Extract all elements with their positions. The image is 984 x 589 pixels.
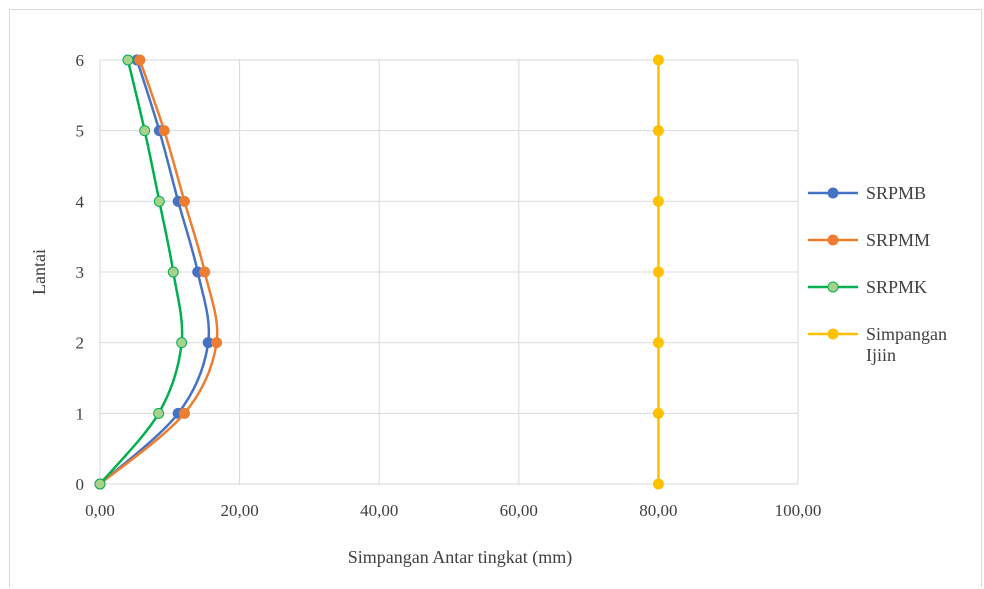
x-tick-label: 80,00 xyxy=(639,501,677,520)
legend-marker xyxy=(827,328,839,340)
data-point xyxy=(211,337,223,349)
data-point xyxy=(652,478,664,490)
data-point xyxy=(178,195,190,207)
data-point xyxy=(652,125,664,137)
legend: SRPMB SRPMM SRPMK Simpangan Ijiin xyxy=(808,183,947,365)
series-lines xyxy=(94,54,664,490)
data-point xyxy=(94,478,106,490)
y-tick-label: 2 xyxy=(76,334,85,353)
y-tick-label: 3 xyxy=(76,263,85,282)
series-srpmk xyxy=(94,54,188,490)
legend-entry-srpmb: SRPMB xyxy=(808,183,926,203)
legend-label: Simpangan Ijiin xyxy=(866,324,947,365)
data-point xyxy=(122,54,134,66)
legend-label-line: Simpangan xyxy=(866,324,947,344)
data-point xyxy=(652,337,664,349)
y-axis-title: Lantai xyxy=(29,249,49,295)
x-tick-label: 60,00 xyxy=(500,501,538,520)
legend-marker xyxy=(827,234,839,246)
legend-label: SRPMB xyxy=(866,183,926,203)
x-axis-title: Simpangan Antar tingkat (mm) xyxy=(348,547,572,568)
data-point xyxy=(134,54,146,66)
x-tick-label: 0,00 xyxy=(85,501,115,520)
x-tick-label: 100,00 xyxy=(775,501,822,520)
data-point xyxy=(158,125,170,137)
data-point xyxy=(178,407,190,419)
series-simpangan-ijiin xyxy=(652,54,664,490)
legend-entry-srpmk: SRPMK xyxy=(808,277,927,297)
data-point xyxy=(199,266,211,278)
y-tick-label: 6 xyxy=(76,51,85,70)
legend-entry-srpmm: SRPMM xyxy=(808,230,930,250)
data-point xyxy=(176,337,188,349)
data-point xyxy=(652,195,664,207)
chart-frame xyxy=(9,9,982,587)
legend-marker xyxy=(827,187,839,199)
y-tick-label: 5 xyxy=(76,122,85,141)
data-point xyxy=(167,266,179,278)
legend-label-line: Ijiin xyxy=(866,345,896,365)
data-point xyxy=(139,125,151,137)
axes: 0,00 20,00 40,00 60,00 80,00 100,00 0 1 2 3 4 5 6 xyxy=(76,51,822,520)
data-point xyxy=(153,195,165,207)
y-tick-label: 0 xyxy=(76,475,85,494)
x-tick-label: 20,00 xyxy=(220,501,258,520)
data-point xyxy=(652,266,664,278)
y-tick-label: 1 xyxy=(76,404,85,423)
legend-entry-simpangan-ijiin: Simpangan Ijiin xyxy=(808,324,947,365)
legend-marker xyxy=(827,281,839,293)
legend-label: SRPMK xyxy=(866,277,927,297)
y-tick-label: 4 xyxy=(76,192,85,211)
data-point xyxy=(652,407,664,419)
data-point xyxy=(153,407,165,419)
x-tick-label: 40,00 xyxy=(360,501,398,520)
data-point xyxy=(652,54,664,66)
legend-label: SRPMM xyxy=(866,230,930,250)
